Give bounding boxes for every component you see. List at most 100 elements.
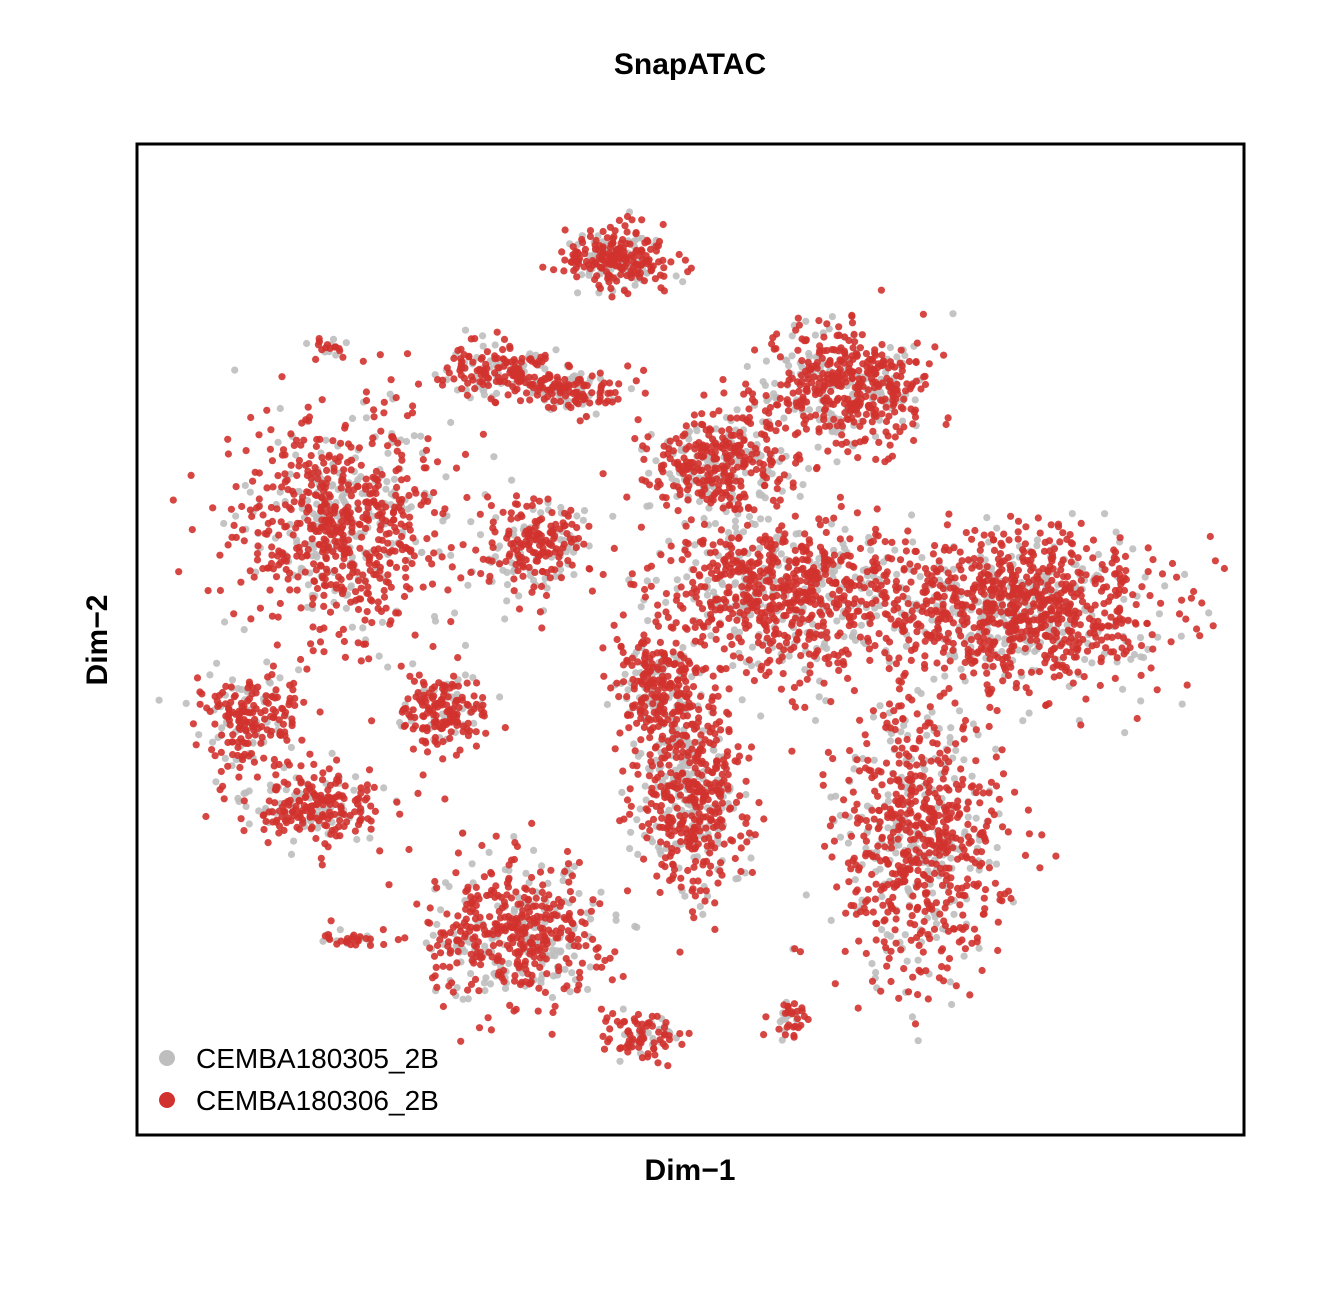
point-cemba180306-2b-2679 [776,353,785,361]
point-cemba180306-2b-2933 [815,425,823,433]
point-cemba180306-2b-4344 [772,617,780,625]
point-cemba180305-2b-1668 [636,805,644,813]
point-cemba180306-2b-2965 [864,402,872,410]
point-cemba180306-2b-3767 [390,516,398,524]
point-cemba180306-2b-3719 [359,571,367,579]
point-cemba180306-2b-3912 [560,540,568,548]
point-cemba180305-2b-1753 [908,1013,917,1021]
point-cemba180306-2b-3726 [428,560,436,568]
point-cemba180306-2b-2892 [802,337,810,345]
point-cemba180305-2b-1360 [461,641,470,650]
point-cemba180306-2b-3718 [268,543,276,551]
point-cemba180306-2b-3605 [370,497,378,505]
point-cemba180306-2b-4830 [821,549,829,557]
point-cemba180306-2b-4952 [849,562,857,570]
point-cemba180306-2b-4351 [681,624,690,632]
point-cemba180306-2b-4465 [810,652,818,660]
point-cemba180306-2b-3756 [308,600,317,609]
point-cemba180306-2b-4152 [780,612,788,620]
point-cemba180305-2b-504 [304,581,313,589]
point-cemba180306-2b-3276 [263,484,271,492]
point-cemba180306-2b-3650 [447,544,455,552]
point-cemba180306-2b-4273 [784,563,793,571]
point-cemba180306-2b-2809 [911,406,920,414]
point-cemba180306-2b-2828 [882,417,891,426]
point-cemba180306-2b-3715 [312,442,320,450]
point-cemba180306-2b-4715 [1089,554,1097,562]
point-cemba180306-2b-2877 [846,360,854,368]
point-cemba180305-2b-259 [802,317,810,325]
point-cemba180306-2b-3193 [653,483,661,491]
point-cemba180306-2b-4721 [1198,599,1206,607]
point-cemba180306-2b-4473 [643,564,652,572]
point-cemba180305-2b-2143 [336,926,344,934]
point-cemba180305-2b-1334 [218,724,226,732]
point-cemba180305-2b-934 [748,643,757,651]
point-cemba180306-2b-2855 [940,351,948,359]
point-cemba180306-2b-3771 [395,496,403,504]
point-cemba180306-2b-3094 [690,420,698,428]
point-cemba180306-2b-4986 [1067,558,1075,566]
point-cemba180305-2b-1681 [869,713,878,721]
point-cemba180306-2b-4744 [944,629,953,637]
point-cemba180306-2b-3235 [694,460,703,468]
point-cemba180306-2b-3607 [269,483,277,491]
point-cemba180305-2b-2098 [442,879,450,887]
point-cemba180306-2b-2978 [871,346,879,354]
point-cemba180306-2b-4795 [983,669,991,677]
point-cemba180306-2b-3476 [357,584,365,592]
point-cemba180306-2b-3734 [227,505,235,513]
point-cemba180306-2b-3451 [358,533,366,541]
point-cemba180306-2b-3922 [507,509,515,517]
point-cemba180306-2b-3741 [323,568,331,577]
point-cemba180306-2b-4269 [743,607,751,615]
point-cemba180306-2b-2934 [893,386,901,394]
point-cemba180306-2b-3182 [763,435,771,443]
point-cemba180305-2b-1794 [903,957,911,965]
point-cemba180305-2b-780 [815,693,823,701]
point-cemba180306-2b-4445 [755,581,763,589]
point-cemba180305-2b-465 [231,366,239,374]
point-cemba180306-2b-3899 [523,502,531,510]
point-cemba180306-2b-3335 [335,630,343,639]
point-cemba180305-2b-308 [805,349,813,358]
point-cemba180306-2b-4722 [875,630,883,638]
point-cemba180306-2b-3886 [538,568,547,576]
point-cemba180306-2b-4437 [825,660,833,668]
point-cemba180306-2b-3219 [766,450,774,458]
point-cemba180306-2b-3229 [716,443,724,451]
point-cemba180305-2b-1326 [221,754,229,763]
point-cemba180305-2b-1064 [1205,609,1213,617]
point-cemba180306-2b-3283 [354,605,363,614]
point-cemba180305-2b-346 [741,469,750,477]
point-cemba180305-2b-2192 [592,410,600,418]
point-cemba180306-2b-3765 [263,530,271,538]
point-cemba180306-2b-2598 [576,417,584,425]
point-cemba180306-2b-3896 [563,530,571,538]
point-cemba180305-2b-689 [557,566,565,574]
point-cemba180306-2b-2347 [561,226,569,234]
point-cemba180306-2b-2313 [647,263,655,271]
point-cemba180306-2b-2574 [527,380,535,388]
point-cemba180305-2b-494 [221,618,229,626]
point-cemba180305-2b-1785 [827,793,835,801]
point-cemba180306-2b-4792 [909,613,917,621]
point-cemba180305-2b-1563 [679,762,687,771]
point-cemba180306-2b-3651 [356,544,364,552]
point-cemba180306-2b-3627 [398,533,406,541]
point-cemba180306-2b-2487 [439,376,447,384]
point-cemba180306-2b-3532 [308,535,316,543]
point-cemba180305-2b-815 [757,712,765,720]
point-cemba180306-2b-4083 [881,538,889,546]
point-cemba180306-2b-3604 [259,565,267,573]
point-cemba180306-2b-3274 [340,466,348,474]
point-cemba180306-2b-4483 [747,558,755,566]
point-cemba180306-2b-3597 [334,458,342,466]
point-cemba180306-2b-2918 [794,429,802,437]
point-cemba180305-2b-571 [404,505,412,513]
point-cemba180306-2b-3935 [519,561,527,569]
point-cemba180306-2b-4496 [777,603,786,611]
point-cemba180306-2b-2624 [848,319,857,327]
point-cemba180306-2b-3564 [403,475,411,483]
point-cemba180305-2b-1981 [485,848,493,857]
